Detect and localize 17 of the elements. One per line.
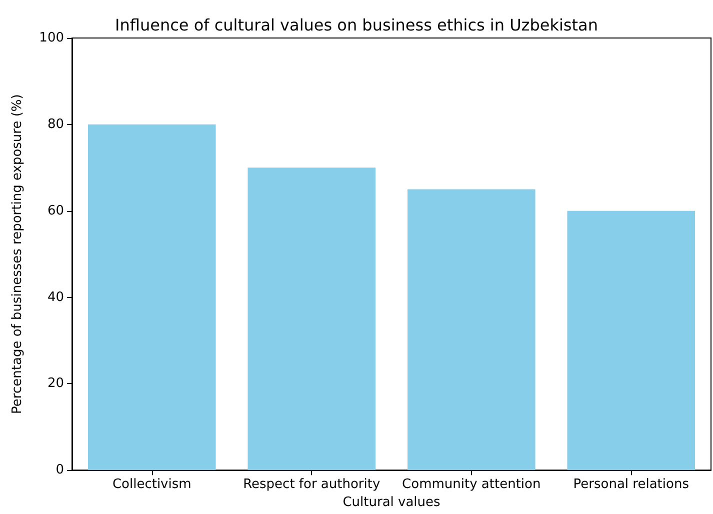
y-tick-label: 80 [47, 116, 64, 132]
x-axis-title: Cultural values [342, 495, 441, 510]
y-axis-title: Percentage of businesses reporting exposure (%) [10, 94, 25, 414]
y-tick-label: 20 [47, 376, 64, 392]
bar [407, 189, 536, 470]
y-tick-label: 60 [47, 203, 64, 218]
y-tick-label: 0 [56, 462, 64, 478]
bar [567, 210, 696, 470]
x-tick-label: Personal relations [573, 477, 690, 492]
y-tick-label: 100 [39, 30, 64, 46]
chart-title: Influence of cultural values on business ethics in Uzbekistan [115, 16, 598, 34]
bar [88, 124, 216, 470]
x-tick-label: Respect for authority [243, 477, 380, 492]
bar [248, 168, 376, 470]
x-tick-label: Community attention [402, 477, 541, 492]
x-tick-label: Collectivism [112, 477, 192, 492]
y-tick-label: 40 [47, 290, 64, 305]
